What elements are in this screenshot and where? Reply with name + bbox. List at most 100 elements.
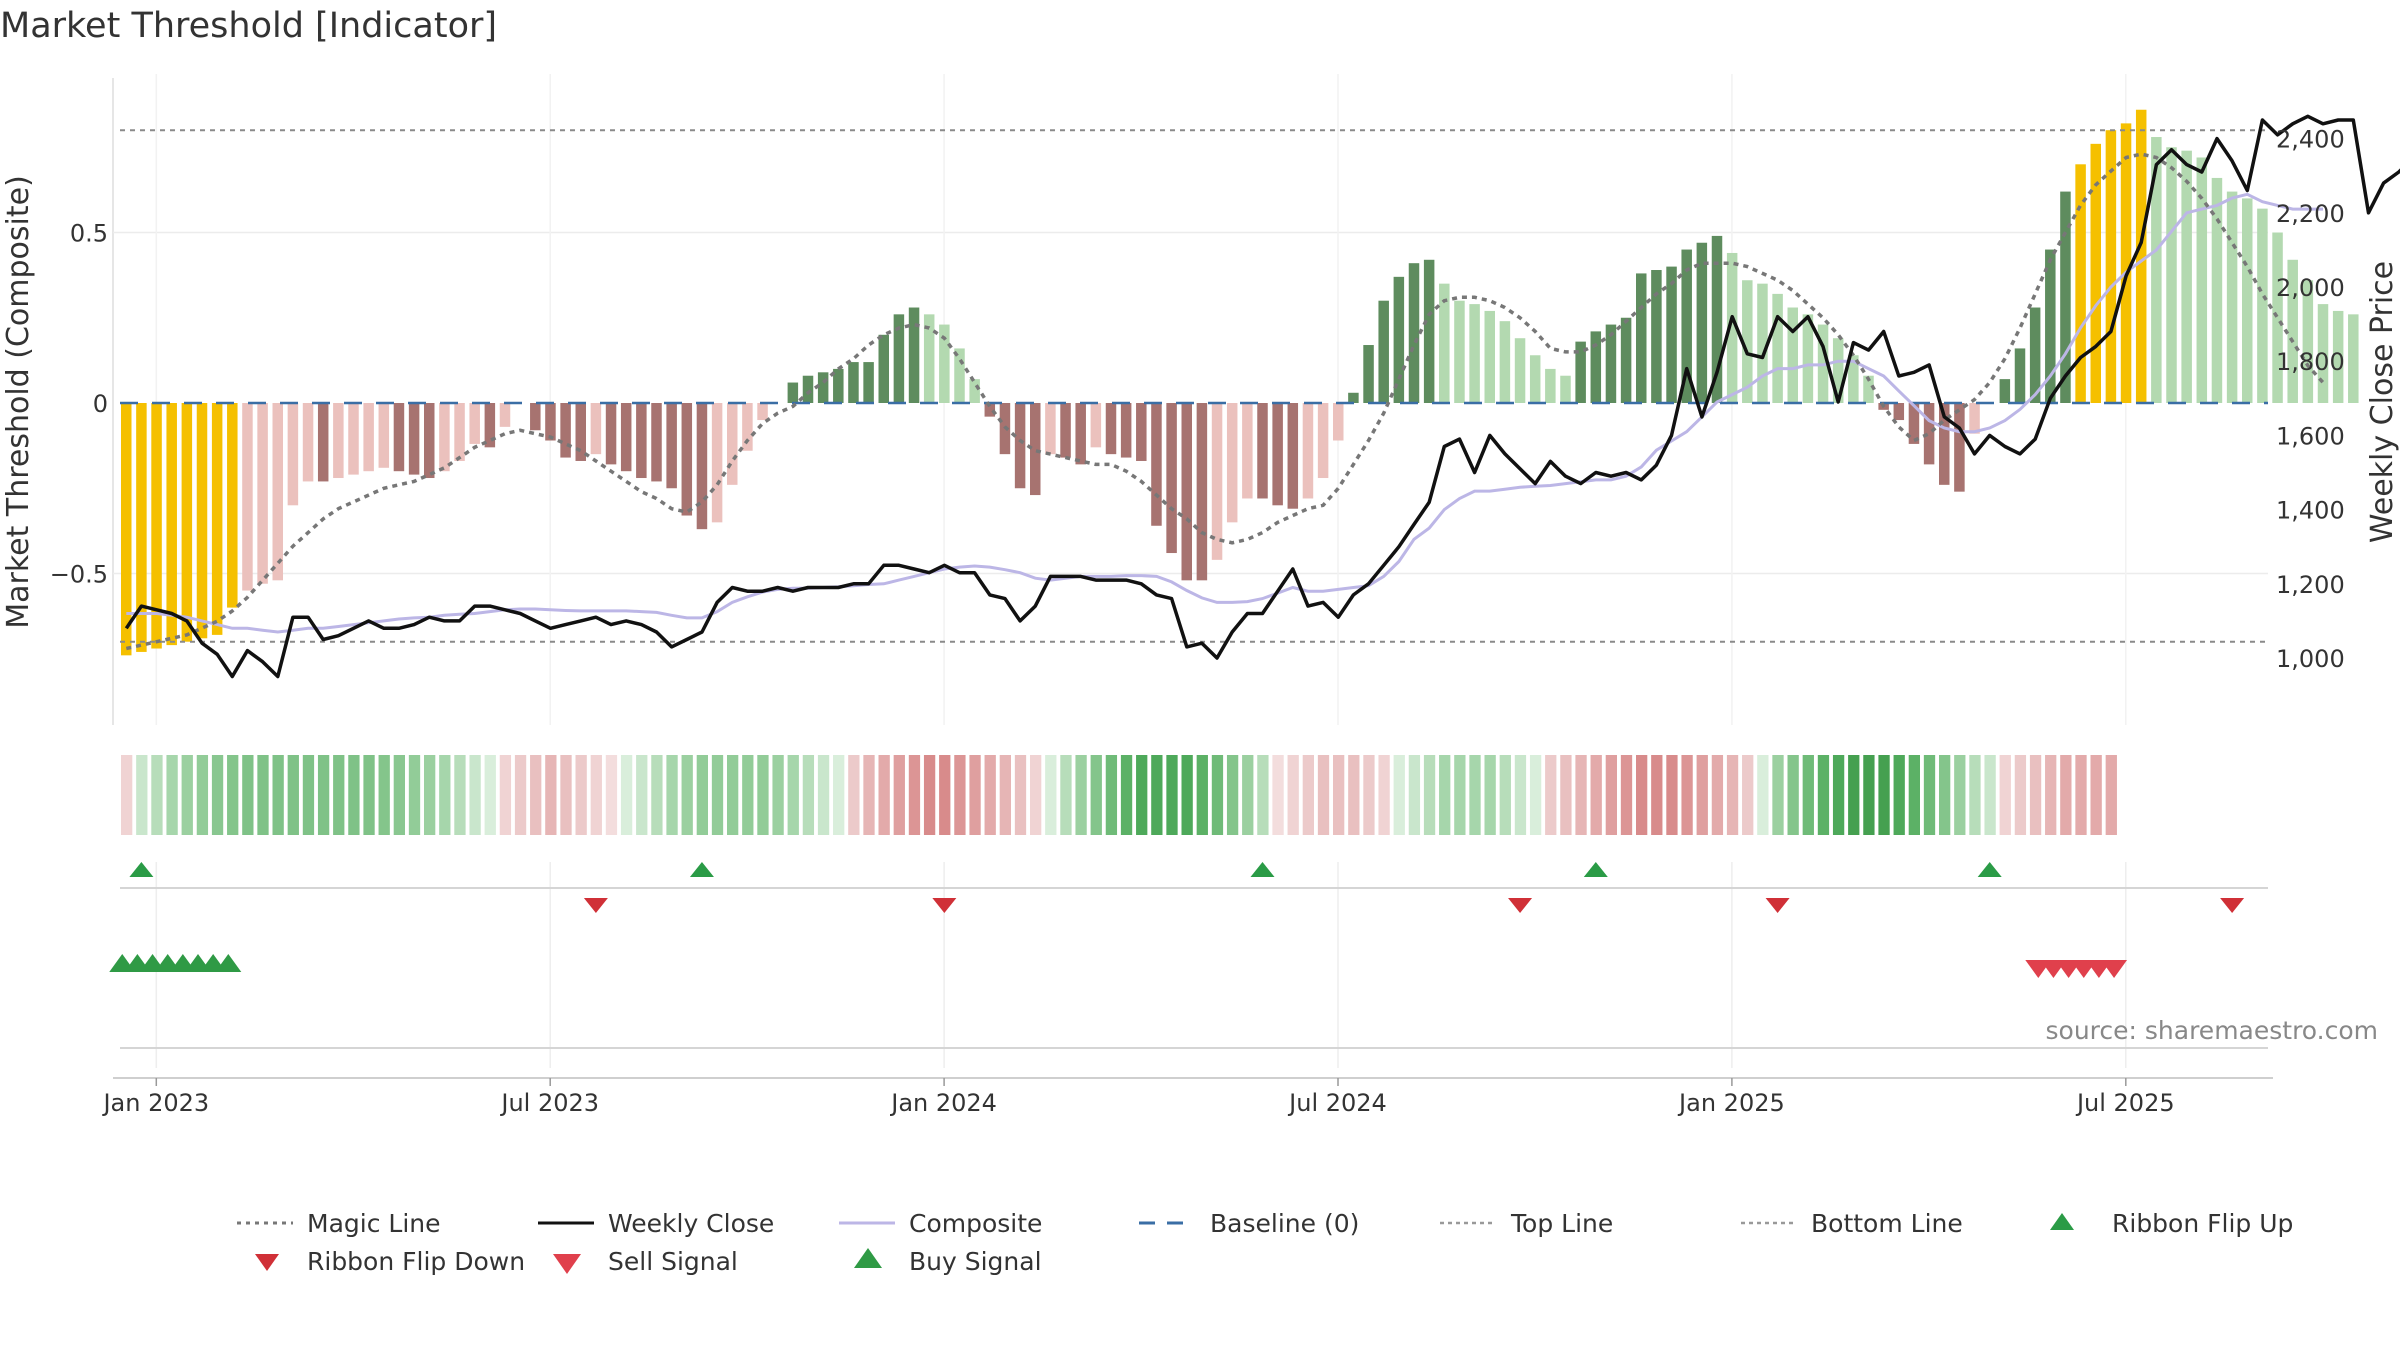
ribbon-cell: [1620, 755, 1633, 835]
signal-panel: source: sharemaestro.com: [109, 954, 2378, 1049]
composite-bar: [1363, 345, 1374, 403]
ribbon-cell: [1605, 755, 1617, 835]
composite-bar: [1166, 403, 1177, 554]
ribbon-cell: [863, 755, 875, 835]
x-axis-ticks: Jan 2023 Jul 2023 Jan 2024 Jul 2024 Jan 2025…: [101, 1078, 2175, 1117]
left-tick-label: −0.5: [50, 561, 108, 589]
main-panel: 0.5 0 −0.5 2,400 2,200 2,000 1,800 1,600 1,400 1…: [1, 74, 2400, 725]
weekly-close-line: [124, 114, 2400, 679]
composite-bar: [1242, 403, 1253, 499]
composite-bar: [1742, 280, 1753, 403]
left-tick-label: 0: [93, 390, 108, 418]
composite-bar: [651, 403, 662, 482]
composite-bar: [2090, 143, 2101, 403]
ribbon-cell: [605, 755, 618, 835]
composite-bar: [1439, 283, 1450, 403]
gridlines: [113, 74, 2268, 725]
ribbon-cell: [484, 755, 496, 835]
ribbon-cell: [1681, 755, 1693, 835]
ribbon-cell: [1923, 755, 1936, 835]
composite-bar: [2120, 123, 2132, 403]
composite-bar: [893, 314, 905, 403]
x-tick-label: Jan 2023: [101, 1089, 209, 1117]
ribbon-cell: [1287, 755, 1299, 835]
ribbon-cell: [151, 755, 163, 835]
composite-bar: [620, 403, 632, 472]
svg-text:Composite: Composite: [909, 1209, 1042, 1238]
composite-bar: [1075, 403, 1086, 465]
ribbon-cell: [424, 755, 436, 835]
x-tick-label: Jul 2025: [2075, 1089, 2175, 1117]
legend-item-composite: Composite: [839, 1209, 1042, 1238]
composite-bar: [2287, 259, 2298, 403]
composite-bar: [1287, 403, 1299, 509]
composite-bar: [908, 307, 920, 403]
ribbon-cell: [1060, 755, 1072, 835]
ribbon-cell: [893, 755, 905, 835]
ribbon-cell: [257, 755, 269, 835]
ribbon-cell: [636, 755, 648, 835]
composite-bar: [848, 362, 859, 403]
ribbon-cell: [1423, 755, 1436, 835]
composite-bar: [696, 403, 708, 530]
composite-bar: [1408, 263, 1420, 403]
ribbon-cell: [1136, 755, 1148, 835]
composite-line: [126, 192, 2323, 634]
x-tick-label: Jan 2024: [889, 1089, 997, 1117]
composite-bar: [272, 403, 283, 581]
ribbon-cell: [1469, 755, 1481, 835]
right-tick-label: 1,000: [2276, 645, 2345, 673]
composite-bar: [2181, 150, 2192, 403]
ribbon-cell: [1954, 755, 1966, 835]
composite-bar: [257, 403, 268, 584]
ribbon-cell: [2014, 755, 2027, 835]
composite-bar: [939, 324, 950, 403]
composite-bar: [757, 403, 768, 421]
composite-bar: [1484, 310, 1495, 403]
ribbon-cell: [1439, 755, 1451, 835]
composite-bar: [1802, 314, 1814, 403]
composite-bar: [787, 382, 799, 403]
ribbon-cell: [242, 755, 254, 835]
composite-bar: [666, 403, 677, 489]
ribbon-cell: [742, 755, 754, 835]
flip-markers: [129, 862, 2245, 913]
ribbon-cell: [1878, 755, 1890, 835]
composite-bar: [1605, 324, 1617, 403]
composite-bar: [636, 403, 647, 479]
legend-item-sell-signal: Sell Signal: [553, 1247, 738, 1276]
composite-bar: [1136, 403, 1147, 461]
ribbon-cell: [469, 755, 481, 835]
ribbon-cell: [439, 755, 451, 835]
flip-up-marker-icon: [2050, 1213, 2074, 1230]
composite-bar: [802, 375, 814, 403]
composite-bar: [151, 403, 162, 649]
ribbon-cell: [757, 755, 769, 835]
right-tick-label: 1,800: [2276, 348, 2345, 376]
composite-bar: [1181, 403, 1192, 581]
ribbon-cell: [1802, 755, 1814, 835]
composite-bar: [408, 403, 420, 475]
composite-bar: [469, 403, 480, 444]
composite-bar: [2075, 164, 2086, 403]
ribbon-cell: [802, 755, 815, 835]
composite-bar: [1923, 403, 1935, 465]
ribbon-flip-down-marker: [932, 898, 957, 913]
ribbon-strip: [121, 755, 2117, 835]
composite-bar: [2302, 280, 2314, 403]
ribbon-cell: [1151, 755, 1163, 835]
ribbon-cell: [1651, 755, 1663, 835]
ribbon-cell: [590, 755, 602, 835]
composite-bar: [1893, 403, 1905, 421]
composite-bar: [1333, 403, 1344, 441]
composite-bar: [1151, 403, 1162, 526]
ribbon-cell: [1030, 755, 1042, 835]
composite-bar: [1681, 249, 1692, 403]
composite-bar: [363, 403, 374, 472]
composite-bar: [242, 403, 253, 591]
ribbon-flip-down-marker: [2220, 898, 2245, 913]
composite-bar: [1726, 252, 1738, 403]
ribbon-cell: [878, 755, 890, 835]
ribbon-cell: [1529, 755, 1542, 835]
